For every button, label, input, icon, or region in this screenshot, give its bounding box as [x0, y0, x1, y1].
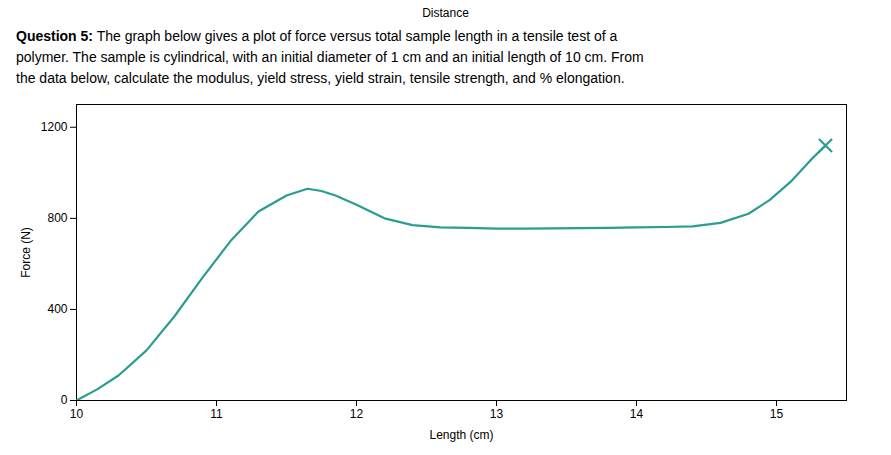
svg-text:0: 0 — [61, 393, 68, 407]
svg-text:10: 10 — [70, 407, 84, 421]
svg-text:14: 14 — [630, 407, 644, 421]
html-text:Question 5: The graph below gi: Question 5: The graph below gives a plot… — [16, 28, 618, 44]
svg-text:12: 12 — [350, 407, 364, 421]
svg-text:13: 13 — [490, 407, 504, 421]
html-text:Distance: Distance — [422, 6, 469, 20]
html-text:polymer. The sample is cylindr: polymer. The sample is cylindrical, with… — [16, 49, 644, 65]
svg-text:11: 11 — [210, 407, 223, 421]
svg-text:Length (cm): Length (cm) — [429, 428, 493, 442]
svg-text:15: 15 — [770, 407, 784, 421]
svg-text:Force (N): Force (N) — [19, 227, 33, 278]
svg-text:1200: 1200 — [41, 120, 68, 134]
svg-text:800: 800 — [47, 211, 67, 225]
html-text:the data below, calculate the: the data below, calculate the modulus, y… — [16, 70, 625, 86]
svg-text:400: 400 — [47, 302, 67, 316]
